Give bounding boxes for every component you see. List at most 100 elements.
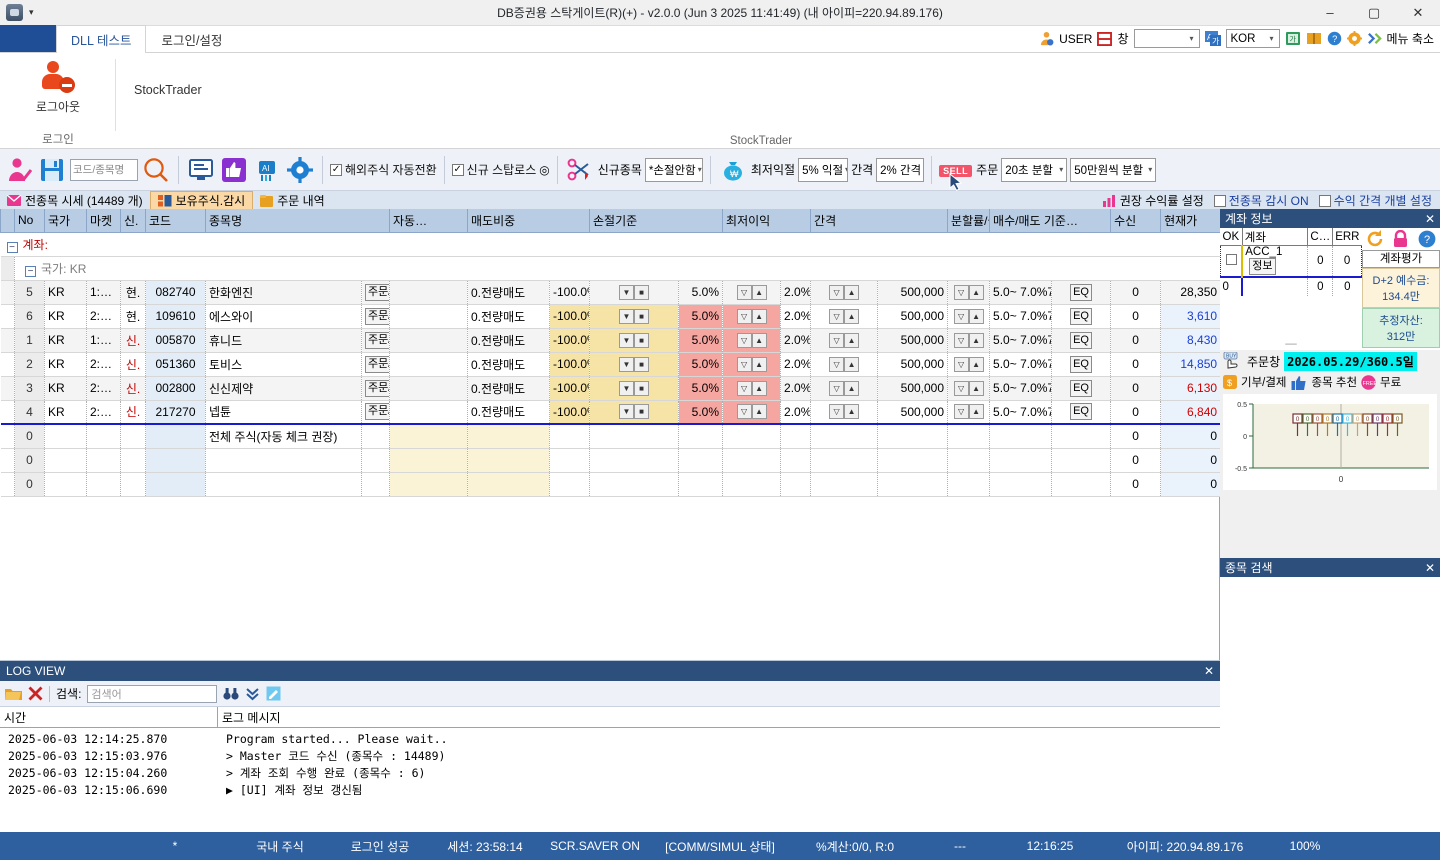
spinner-▼-icon[interactable]: ▼ [619, 380, 635, 396]
cell-sell-ratio[interactable]: -100.0% [549, 280, 591, 305]
acct-name-cell[interactable]: ACC_1 정보 [1241, 245, 1309, 277]
cell-stoploss-spin[interactable]: ▽ ▲ [722, 328, 782, 353]
cell-min-profit[interactable]: 2.0% [780, 352, 812, 377]
close-icon[interactable]: ✕ [1203, 664, 1214, 678]
check-profit-gap-individual[interactable]: 수익 간격 개별 설정 [1318, 192, 1432, 209]
spinner-▽-icon[interactable]: ▽ [953, 308, 969, 324]
spinner-▲-icon[interactable]: ▲ [968, 404, 984, 420]
col-newflag[interactable]: 신. [120, 209, 146, 233]
tree-collapse-icon[interactable]: − [6, 241, 18, 253]
settings-gear-icon[interactable] [285, 154, 315, 186]
cell-min-profit-spin[interactable]: ▽ ▲ [810, 304, 879, 329]
eq-button[interactable]: EQ [1070, 307, 1092, 325]
user-check-icon[interactable] [4, 154, 34, 186]
cell-stoploss[interactable]: 5.0% [678, 400, 724, 425]
cell-min-profit[interactable]: 2.0% [780, 400, 812, 425]
spinner-▼-icon[interactable]: ▼ [619, 332, 635, 348]
cell-stoploss-spin[interactable]: ▽ ▲ [722, 304, 782, 329]
spinner-▽-icon[interactable]: ▽ [829, 380, 845, 396]
manual-book-icon[interactable] [1306, 31, 1322, 46]
cell-basis[interactable]: 5.0~ 7.0%7… [989, 400, 1053, 425]
file-tab[interactable] [0, 25, 56, 52]
close-icon[interactable]: ✕ [1424, 211, 1435, 226]
cell-order-btn[interactable]: 주문/정보 [361, 304, 390, 329]
open-folder-icon[interactable] [5, 687, 22, 701]
spinner-▲-icon[interactable]: ▲ [968, 356, 984, 372]
new-stock-select[interactable]: *손절안함 ▾ [644, 157, 703, 182]
spinner-▲-icon[interactable]: ▲ [968, 308, 984, 324]
spinner-▲-icon[interactable]: ▲ [751, 404, 767, 420]
maximize-button[interactable]: ▢ [1367, 4, 1381, 20]
edit-icon[interactable] [266, 686, 281, 701]
spinner-▲-icon[interactable]: ▲ [844, 380, 860, 396]
cell-code[interactable]: 109610 [145, 304, 206, 329]
cell-sell-ratio[interactable]: -100.0% [549, 352, 591, 377]
col-buysell-basis[interactable]: 매수/매도 기준… [989, 209, 1112, 233]
cell-newflag[interactable]: 신. [120, 400, 146, 425]
cell-order-btn[interactable]: 주문/정보 [361, 376, 390, 401]
cell-min-profit-spin[interactable]: ▽ ▲ [810, 280, 879, 305]
spinner-▽-icon[interactable]: ▽ [829, 356, 845, 372]
language-select[interactable]: KOR ▾ [1225, 29, 1280, 48]
cell-split-spin[interactable]: ▽ ▲ [947, 352, 991, 377]
check-watch-all[interactable]: 전종목 감시 ON [1213, 192, 1309, 209]
view-tab-all-quotes[interactable]: 전종목 시세 (14489 개) [0, 191, 150, 211]
clear-log-icon[interactable] [28, 686, 43, 701]
spinner-▽-icon[interactable]: ▽ [736, 332, 752, 348]
log-row[interactable]: 2025-06-03 12:15:04.260 > 계좌 조회 수행 완료 (종목… [0, 764, 1220, 781]
tree-collapse-icon[interactable]: − [25, 265, 36, 277]
col-auto[interactable]: 자동… [389, 209, 468, 233]
search-input[interactable]: 코드/종목명 [70, 158, 138, 181]
spinner-▽-icon[interactable]: ▽ [953, 404, 969, 420]
quick-access-toolbar[interactable]: ▾ [0, 4, 34, 21]
summary-row[interactable]: 0전체 주식(자동 체크 권장)000.0%00.00%0.00% [0, 423, 1222, 449]
view-tab-holdings[interactable]: 보유주식.감시 [149, 190, 254, 211]
cell-sell-ratio[interactable]: -100.0% [549, 400, 591, 425]
cell-split-amount[interactable]: 500,000 [877, 400, 949, 425]
scissors-icon[interactable] [565, 154, 595, 186]
eq-button[interactable]: EQ [1070, 331, 1092, 349]
cell-split-amount[interactable]: 500,000 [877, 352, 949, 377]
cell-order-btn[interactable]: 주문/정보 [361, 280, 390, 305]
cell-code[interactable]: 005870 [145, 328, 206, 353]
order-info-button[interactable]: 주문/정보 [365, 307, 389, 325]
cell-auto[interactable]: 0.전량매도 [467, 328, 550, 353]
spinner-▲-icon[interactable]: ▲ [751, 284, 767, 300]
cell-sell-ratio-spin[interactable]: ▼ ■ [589, 328, 680, 353]
col-name[interactable]: 종목명 [205, 209, 390, 233]
col-country[interactable]: 국가 [44, 209, 87, 233]
group-row-country[interactable]: − 국가: KR [0, 256, 1222, 281]
cell-min-profit-spin[interactable]: ▽ ▲ [810, 400, 879, 425]
eq-button[interactable]: EQ [1070, 355, 1092, 373]
spinner-▽-icon[interactable]: ▽ [829, 404, 845, 420]
order-info-button[interactable]: 주문/정보 [365, 283, 389, 301]
group-row-account[interactable]: − 계좌: [0, 232, 1222, 257]
cell-eq[interactable]: EQ [1051, 328, 1112, 353]
menu-collapse-icon[interactable] [1367, 31, 1382, 46]
cell-min-profit-spin[interactable]: ▽ ▲ [810, 352, 879, 377]
cell-auto[interactable]: 0.전량매도 [467, 352, 550, 377]
spinner-▽-icon[interactable]: ▽ [953, 380, 969, 396]
cell-name[interactable]: 토비스 [205, 352, 362, 377]
cell-auto[interactable]: 0.전량매도 [467, 400, 550, 425]
gap-select[interactable]: 2% 간격▾ [876, 157, 925, 182]
cell-auto[interactable]: 0.전량매도 [467, 280, 550, 305]
spinner-▲-icon[interactable]: ▲ [751, 332, 767, 348]
spinner-■-icon[interactable]: ■ [634, 356, 650, 372]
spinner-▽-icon[interactable]: ▽ [736, 380, 752, 396]
order-info-button[interactable]: 주문/정보 [365, 403, 389, 421]
window-select[interactable]: ▾ [1133, 29, 1200, 48]
view-tab-order-history[interactable]: 주문 내역 [253, 191, 332, 211]
spinner-▲-icon[interactable]: ▲ [844, 332, 860, 348]
binoculars-icon[interactable] [223, 687, 240, 701]
order-info-button[interactable]: 주문/정보 [365, 379, 389, 397]
cell-split-amount[interactable]: 500,000 [877, 328, 949, 353]
log-row[interactable]: 2025-06-03 12:15:03.976 > Master 코드 수신 (종… [0, 747, 1220, 764]
cell-name[interactable]: 휴니드 [205, 328, 362, 353]
cell-code[interactable]: 051360 [145, 352, 206, 377]
spinner-▲-icon[interactable]: ▲ [968, 380, 984, 396]
col-code[interactable]: 코드 [145, 209, 206, 233]
